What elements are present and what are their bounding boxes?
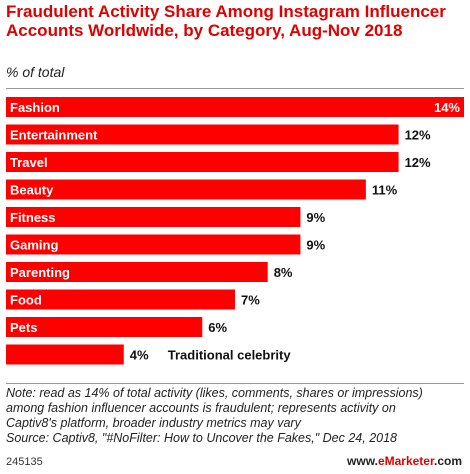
value-label: 14% xyxy=(434,100,460,115)
category-label: Beauty xyxy=(10,183,54,198)
bar-parenting xyxy=(6,262,268,282)
logo-brand: eMarketer xyxy=(377,454,434,468)
bottom-divider xyxy=(6,383,464,384)
category-label: Entertainment xyxy=(10,128,98,143)
bar-fashion xyxy=(6,97,464,117)
chart-note: Note: read as 14% of total activity (lik… xyxy=(6,386,464,446)
value-label: 9% xyxy=(306,210,325,225)
bar-food xyxy=(6,289,235,310)
value-label: 11% xyxy=(372,183,398,198)
bar-fitness xyxy=(6,207,301,227)
logo-prefix: www. xyxy=(347,454,378,468)
value-label: 4% xyxy=(130,348,149,363)
note-line: Captiv8's platform, broader industry met… xyxy=(6,416,301,430)
bar-traditional-celebrity xyxy=(6,344,124,365)
source-line: Source: Captiv8, "#NoFilter: How to Unco… xyxy=(6,431,397,445)
chart-title: Fraudulent Activity Share Among Instagra… xyxy=(6,2,446,40)
note-line: among fashion influencer accounts is fra… xyxy=(6,401,396,415)
category-label: Food xyxy=(10,293,42,308)
bar-chart: Fashion 14% Entertainment 12% Travel 12% Beaut… xyxy=(6,97,464,365)
value-label: 8% xyxy=(274,265,293,280)
chart-subtitle: % of total xyxy=(6,64,65,80)
value-label: 12% xyxy=(405,155,431,170)
bar-beauty xyxy=(6,179,366,200)
value-label: 7% xyxy=(241,293,260,308)
bar-travel xyxy=(6,152,399,172)
category-label: Pets xyxy=(10,320,37,335)
category-label: Fitness xyxy=(10,210,56,225)
emarketer-logo: www.eMarketer.com xyxy=(347,454,462,468)
bar-gaming xyxy=(6,234,301,255)
category-label: Travel xyxy=(10,155,48,170)
value-label: 6% xyxy=(208,320,227,335)
value-label: 9% xyxy=(306,238,325,253)
bar-pets xyxy=(6,317,203,337)
chart-id: 245135 xyxy=(6,456,43,468)
category-label: Fashion xyxy=(10,100,60,115)
logo-suffix: .com xyxy=(433,454,462,468)
category-label: Gaming xyxy=(10,238,58,253)
note-line: Note: read as 14% of total activity (lik… xyxy=(6,386,423,400)
category-label: Parenting xyxy=(10,265,70,280)
value-label: 12% xyxy=(405,128,431,143)
category-label: Traditional celebrity xyxy=(168,348,292,363)
top-divider xyxy=(6,88,464,89)
bar-entertainment xyxy=(6,124,399,145)
